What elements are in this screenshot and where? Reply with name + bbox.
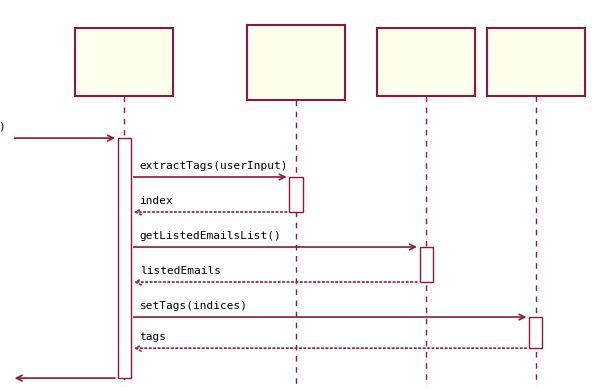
Text: :Parser: :Parser [270, 65, 322, 79]
Bar [529, 317, 542, 348]
Bar [420, 247, 433, 282]
Bar [378, 28, 475, 96]
Text: index: index [140, 196, 173, 206]
Text: listedEmails: listedEmails [140, 266, 221, 276]
Text: tags: tags [140, 332, 167, 342]
Text: :EmailManager: :EmailManager [378, 56, 475, 69]
Text: :TagCommand: :TagCommand [83, 56, 166, 69]
Bar [118, 138, 131, 378]
Bar [247, 25, 345, 100]
Text: extractTags(userInput): extractTags(userInput) [140, 161, 288, 171]
Bar [289, 177, 303, 212]
Bar [487, 28, 585, 96]
Text: execute(): execute() [0, 121, 6, 131]
Bar [76, 28, 173, 96]
Text: :Email: :Email [513, 56, 558, 69]
Text: <<class>>: <<class>> [266, 49, 326, 60]
Text: getListedEmailsList(): getListedEmailsList() [140, 231, 281, 241]
Text: setTags(indices): setTags(indices) [140, 301, 247, 311]
